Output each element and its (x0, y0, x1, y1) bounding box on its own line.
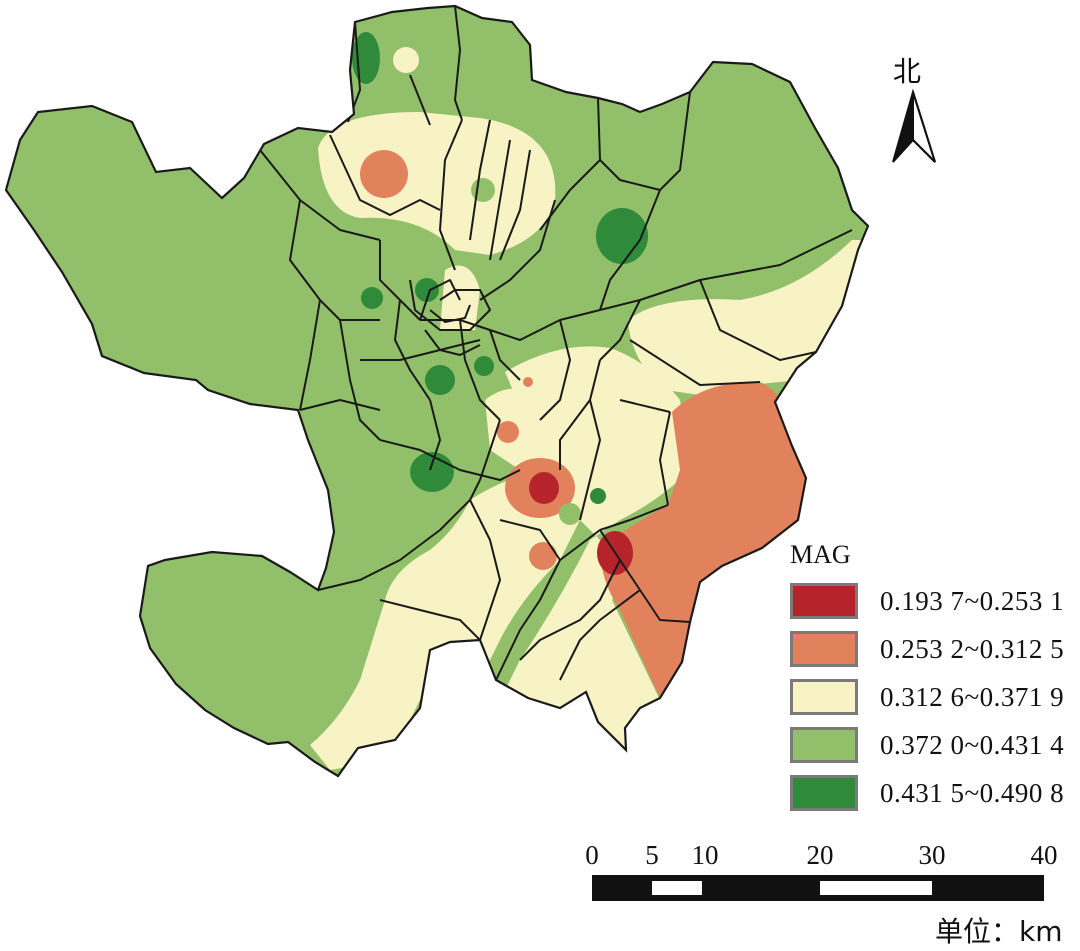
legend-item: 0.193 7~0.253 1 (790, 583, 1080, 623)
legend-item: 0.431 5~0.490 8 (790, 775, 1080, 815)
legend-label: 0.253 2~0.312 5 (880, 634, 1065, 664)
legend-title: MAG (790, 540, 851, 569)
district-boundaries (259, 6, 853, 681)
legend-swatch (790, 583, 858, 619)
legend-swatch (790, 775, 858, 811)
legend-item: 0.372 0~0.431 4 (790, 727, 1080, 767)
scale-tick-label: 30 (918, 840, 946, 870)
legend-item: 0.253 2~0.312 5 (790, 631, 1080, 671)
legend-label: 0.312 6~0.371 9 (880, 682, 1065, 712)
scale-tick-label: 20 (806, 840, 834, 870)
legend-item: 0.312 6~0.371 9 (790, 679, 1080, 719)
scale-tick-label: 0 (585, 840, 599, 870)
north-arrow-icon (892, 88, 936, 163)
legend-swatch (790, 727, 858, 763)
legend-label: 0.431 5~0.490 8 (880, 778, 1065, 808)
scale-unit-label: 单位：km (935, 915, 1063, 948)
legend-label: 0.193 7~0.253 1 (880, 586, 1065, 616)
legend-swatch (790, 631, 858, 667)
scale-tick-label: 40 (1030, 840, 1058, 870)
scale-tick-label: 10 (691, 840, 719, 870)
legend-swatch (790, 679, 858, 715)
interpolation-surface (310, 32, 868, 770)
legend-label: 0.372 0~0.431 4 (880, 730, 1065, 760)
scale-bar-graphic (592, 875, 1044, 901)
scale-tick-label: 5 (645, 840, 659, 870)
north-label: 北 (893, 55, 922, 88)
